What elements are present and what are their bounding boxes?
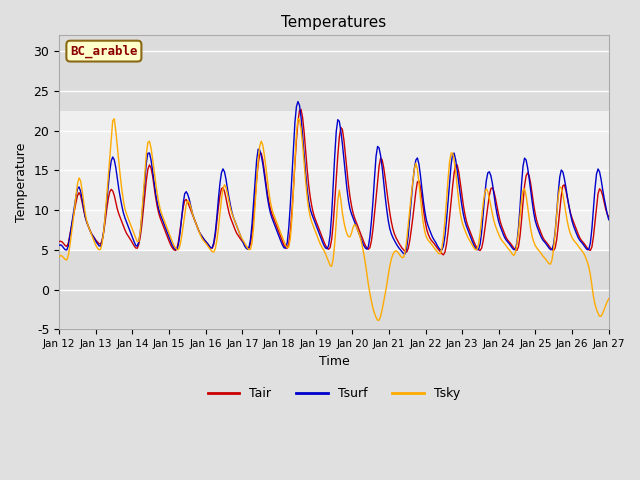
Tair xyxy=(297,107,305,112)
Tair xyxy=(577,237,585,243)
Tair xyxy=(237,237,245,243)
Bar xyxy=(59,111,609,250)
X-axis label: Time: Time xyxy=(319,355,349,368)
Line: Tsurf: Tsurf xyxy=(59,102,609,254)
Legend: Tair, Tsurf, Tsky: Tair, Tsurf, Tsky xyxy=(203,383,465,406)
Tsurf xyxy=(297,114,305,120)
Tair xyxy=(219,185,227,191)
Tsurf xyxy=(577,239,585,245)
Line: Tsky: Tsky xyxy=(59,119,609,320)
Tsurf xyxy=(246,237,254,242)
Tsurf xyxy=(294,99,302,105)
Tsky xyxy=(123,211,131,217)
Tsky xyxy=(297,126,305,132)
Tsky xyxy=(374,317,381,323)
Tair xyxy=(605,214,612,220)
Y-axis label: Temperature: Temperature xyxy=(15,143,28,222)
Tsurf xyxy=(237,235,245,241)
Tsky xyxy=(237,235,245,240)
Tair xyxy=(55,239,63,244)
Line: Tair: Tair xyxy=(59,109,609,255)
Tair xyxy=(123,230,131,236)
Tsky xyxy=(246,246,254,252)
Tsky xyxy=(55,254,63,260)
Tsky xyxy=(605,296,612,301)
Tsurf xyxy=(605,217,612,223)
Tsky xyxy=(577,247,585,253)
Tsurf xyxy=(55,242,63,248)
Tsky xyxy=(219,186,227,192)
Tsurf xyxy=(123,219,131,225)
Tsurf xyxy=(401,251,409,257)
Title: Temperatures: Temperatures xyxy=(282,15,387,30)
Tsurf xyxy=(219,166,227,172)
Tsky xyxy=(294,116,302,121)
Tair xyxy=(440,252,447,258)
Tair xyxy=(246,240,254,246)
Text: BC_arable: BC_arable xyxy=(70,45,138,58)
Tair xyxy=(296,108,303,113)
